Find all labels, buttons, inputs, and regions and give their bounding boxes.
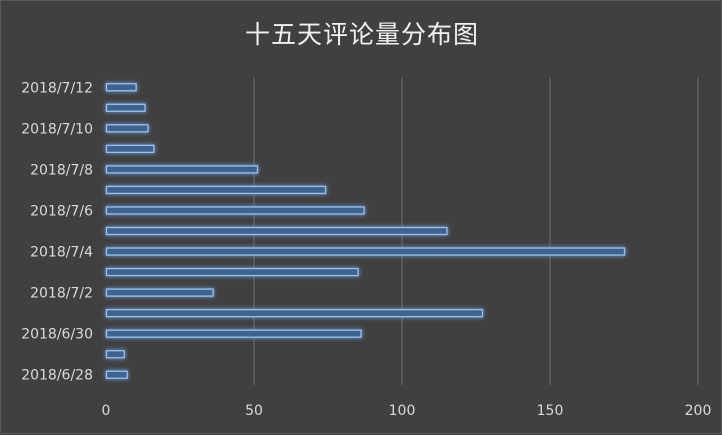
bar-2018-6-28 bbox=[105, 370, 128, 379]
y-tick-label: 2018/7/4 bbox=[30, 245, 93, 261]
bar-2018-7-10 bbox=[105, 124, 149, 133]
bar-2018-7-6 bbox=[105, 206, 365, 215]
bar-2018-6-30 bbox=[105, 329, 362, 338]
x-tick-label: 200 bbox=[685, 403, 712, 419]
chart-title: 十五天评论量分布图 bbox=[244, 20, 479, 49]
bars bbox=[105, 83, 626, 379]
bar-2018-7-7 bbox=[105, 185, 327, 195]
bar-2018-7-3 bbox=[105, 267, 359, 277]
bar-2018-7-5 bbox=[105, 226, 448, 236]
y-tick-label: 2018/7/2 bbox=[30, 286, 93, 302]
bar-2018-7-4 bbox=[105, 247, 626, 256]
y-tick-label: 2018/7/8 bbox=[30, 162, 93, 178]
bar-2018-7-1 bbox=[105, 308, 484, 318]
y-axis-labels: 2018/6/28 2018/6/30 2018/7/2 2018/7/4 2018/7… bbox=[21, 80, 93, 383]
x-tick-label: 150 bbox=[537, 403, 564, 419]
bar-2018-7-11 bbox=[105, 103, 146, 112]
y-tick-label: 2018/7/10 bbox=[21, 121, 93, 137]
y-tick-label: 2018/6/30 bbox=[21, 327, 93, 343]
x-axis-labels: 0 50 100 150 200 bbox=[102, 403, 712, 419]
y-tick-label: 2018/7/12 bbox=[21, 80, 93, 96]
bar-2018-7-9 bbox=[105, 144, 155, 154]
bar-2018-6-29 bbox=[105, 350, 125, 359]
bar-2018-7-8 bbox=[105, 165, 259, 174]
y-tick-label: 2018/6/28 bbox=[21, 368, 93, 384]
x-tick-label: 50 bbox=[245, 403, 263, 419]
x-tick-label: 100 bbox=[389, 403, 416, 419]
bar-2018-7-2 bbox=[105, 288, 214, 297]
y-tick-label: 2018/7/6 bbox=[30, 203, 93, 219]
bar-2018-7-12 bbox=[105, 83, 137, 92]
x-tick-label: 0 bbox=[102, 403, 111, 419]
